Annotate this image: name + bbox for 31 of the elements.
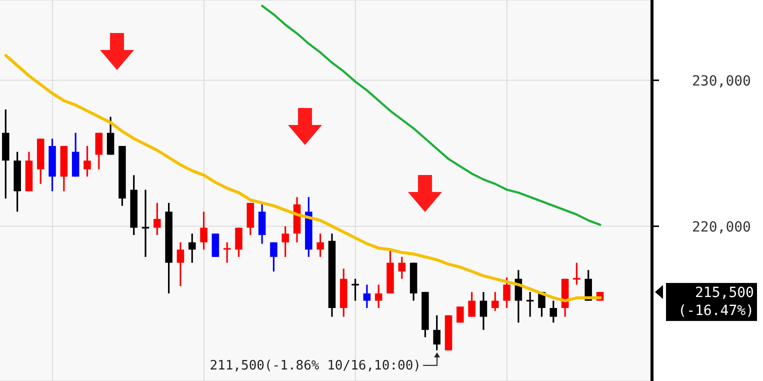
candlestick [223,242,231,264]
candlestick [363,284,371,309]
candlestick [106,116,114,156]
candlestick [282,225,289,258]
candlestick [550,300,558,324]
candlestick [398,256,406,280]
candlestick [154,202,161,236]
candlestick [316,232,324,258]
candlestick [491,291,499,312]
y-tick-label: 230,000 [692,73,751,90]
candlestick [188,232,196,264]
candlestick [433,314,440,352]
y-tick-label: 220,000 [692,219,751,236]
candlestick [350,278,360,302]
annotation: 211,500(-1.86% 10/16,10:00) [210,358,422,374]
candlestick [468,291,476,318]
text: 215,500 (-16.47%) [678,284,754,319]
line-series [261,4,602,226]
candlestick [480,291,488,331]
candlestick [258,202,266,245]
candlestick [456,306,464,324]
candlestick [374,284,382,309]
candlestick [503,276,510,309]
candlestick [176,242,184,287]
candlestick [572,262,582,286]
candlestick [84,145,91,178]
candlestick [235,226,242,258]
candlestick [212,232,220,258]
candlestick [200,210,208,250]
candlestick [270,242,278,272]
candlestick [95,132,103,170]
